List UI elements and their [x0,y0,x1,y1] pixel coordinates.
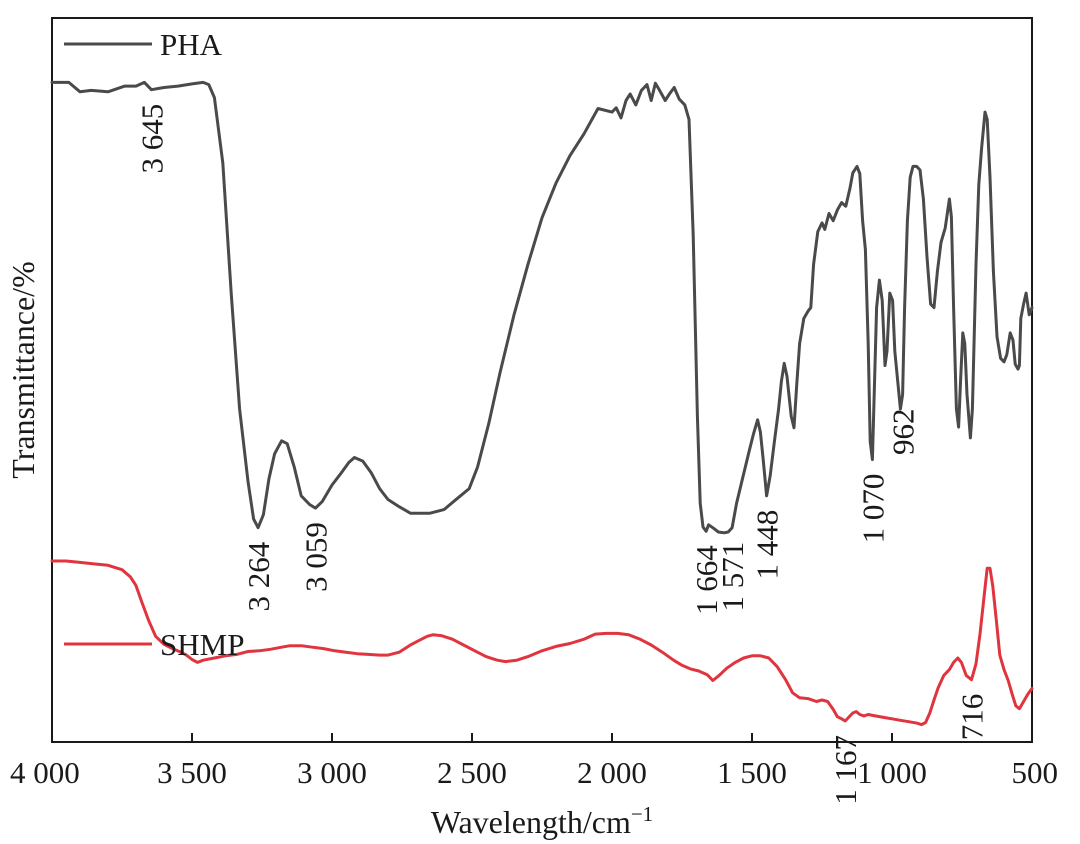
peak-label-716: 716 [955,694,990,741]
legend: PHA SHMP [64,27,244,662]
x-tick-label-4000: 4 000 [10,755,80,790]
x-tick-label-500: 500 [1012,755,1059,790]
peak-label-1-070: 1 070 [855,474,890,544]
series-line-shmp [50,559,1034,727]
x-tick-label-1500: 1 500 [717,755,787,790]
series-layer [50,80,1034,727]
series-line-pha [50,80,1034,535]
x-tick-label-1000: 1 000 [857,755,927,790]
legend-label-shmp: SHMP [160,627,244,662]
x-axis-title-main: Wavelength/cm [431,804,631,840]
peak-label-3-264: 3 264 [241,541,276,611]
x-axis-ticks: 4 000 3 500 3 000 2 500 2 000 1 500 1 000 500 [10,733,1058,790]
peak-label-1-167: 1 167 [828,735,863,805]
peak-label-3-645: 3 645 [134,104,169,174]
x-tick-label-2500: 2 500 [437,755,507,790]
peak-label-1-664: 1 664 [689,545,724,615]
x-tick-label-2000: 2 000 [577,755,647,790]
x-axis-title: Wavelength/cm−1 [431,802,653,840]
y-axis-title: Transmittance/% [5,261,41,478]
x-axis-title-superscript: −1 [631,802,653,826]
x-tick-label-3500: 3 500 [157,755,227,790]
peak-label-1-571: 1 571 [715,542,750,612]
legend-label-pha: PHA [160,27,223,62]
peak-label-3-059: 3 059 [299,522,334,592]
plot-frame [51,17,1033,743]
x-tick-label-3000: 3 000 [297,755,367,790]
peak-label-962: 962 [886,409,921,456]
peak-label-1-448: 1 448 [750,510,785,580]
